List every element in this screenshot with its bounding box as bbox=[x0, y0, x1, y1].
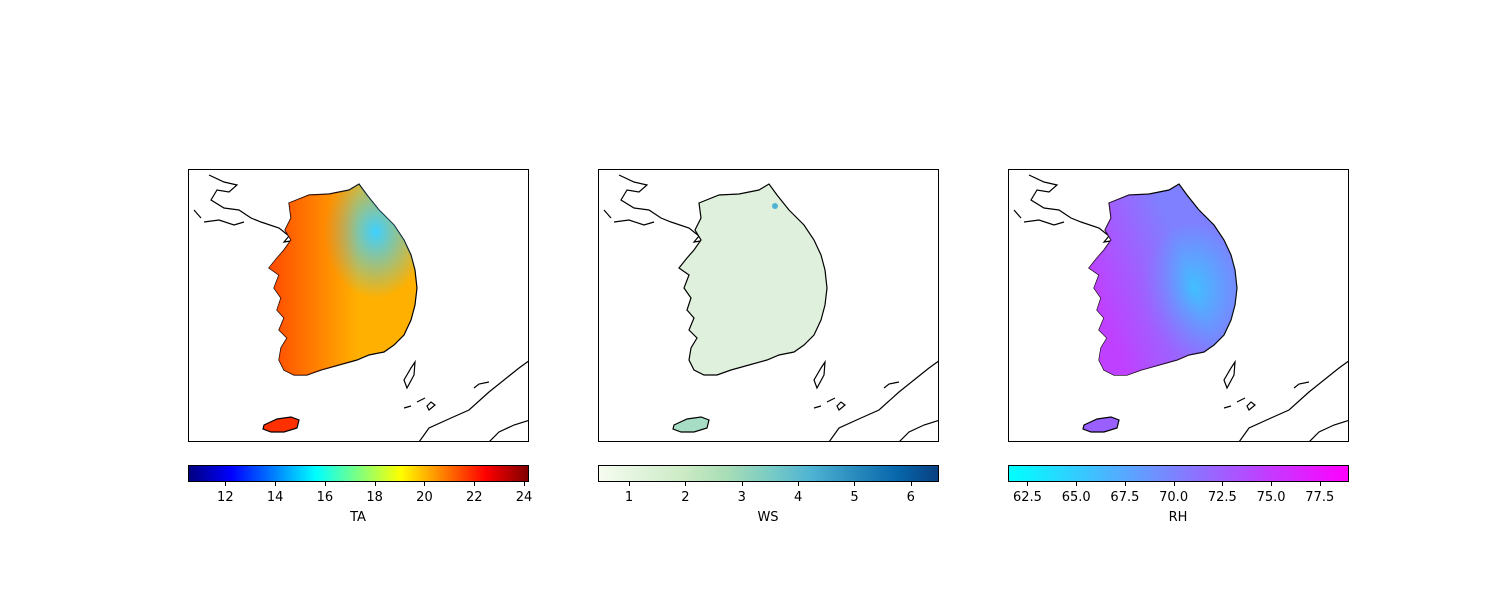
map-ta bbox=[188, 169, 529, 442]
colorbar-ta-label: TA bbox=[350, 510, 366, 525]
colorbar-tick-label: 1 bbox=[624, 490, 634, 505]
colorbar-tick bbox=[1319, 482, 1321, 486]
colorbar-tick bbox=[1076, 482, 1078, 486]
colorbar-tick-label: 5 bbox=[850, 490, 859, 505]
colorbar-tick-label: 70.0 bbox=[1159, 490, 1189, 505]
colorbar-tick bbox=[424, 482, 426, 486]
map-rh bbox=[1008, 169, 1349, 442]
colorbar-tick-label: 20 bbox=[416, 490, 433, 505]
colorbar-tick-label: 77.5 bbox=[1305, 490, 1335, 505]
colorbar-tick bbox=[524, 482, 526, 486]
colorbar-tick bbox=[854, 482, 856, 486]
coastline-layer bbox=[193, 174, 528, 441]
korea-land bbox=[1088, 183, 1238, 376]
colorbar-tick-label: 24 bbox=[515, 490, 533, 505]
colorbar-tick-label: 22 bbox=[465, 490, 483, 505]
colorbar-rh bbox=[1008, 465, 1349, 482]
jeju-island bbox=[672, 416, 710, 433]
colorbar-tick-label: 3 bbox=[737, 490, 746, 505]
colorbar-tick bbox=[798, 482, 800, 486]
korea-land bbox=[678, 183, 828, 376]
colorbar-tick bbox=[1124, 482, 1126, 486]
colorbar-tick bbox=[275, 482, 277, 486]
colorbar-tick-label: 4 bbox=[793, 490, 803, 505]
jeju-island bbox=[262, 416, 300, 433]
colorbar-tick-label: 65.0 bbox=[1061, 490, 1091, 505]
colorbar-tick-label: 72.5 bbox=[1207, 490, 1237, 505]
colorbar-tick-label: 67.5 bbox=[1110, 490, 1140, 505]
jeju-island bbox=[1082, 416, 1120, 433]
colorbar-tick-label: 6 bbox=[906, 490, 915, 505]
colorbar-tick-label: 2 bbox=[681, 490, 690, 505]
korea-land bbox=[268, 183, 418, 376]
colorbar-rh-label: RH bbox=[1168, 510, 1188, 525]
map-rh-svg bbox=[1013, 174, 1348, 441]
coastline-layer bbox=[603, 174, 938, 441]
colorbar-tick bbox=[474, 482, 476, 486]
colorbar-tick bbox=[1027, 482, 1029, 486]
colorbar-tick-label: 62.5 bbox=[1013, 490, 1042, 505]
map-ws-svg bbox=[603, 174, 938, 441]
colorbar-tick bbox=[910, 482, 912, 486]
colorbar-ws bbox=[598, 465, 939, 482]
colorbar-tick-label: 18 bbox=[366, 490, 383, 505]
map-ta-svg bbox=[193, 174, 528, 441]
colorbar-tick bbox=[225, 482, 227, 486]
colorbar-ta bbox=[188, 465, 529, 482]
colorbar-tick bbox=[1173, 482, 1175, 486]
colorbar-tick-label: 16 bbox=[316, 490, 334, 505]
colorbar-tick bbox=[324, 482, 326, 486]
colorbar-tick bbox=[1222, 482, 1224, 486]
ws-hotspot bbox=[772, 203, 778, 209]
colorbar-tick bbox=[629, 482, 630, 486]
colorbar-ws-label: WS bbox=[757, 510, 779, 525]
colorbar-tick bbox=[741, 482, 743, 486]
colorbar-tick-label: 12 bbox=[217, 490, 234, 505]
colorbar-tick bbox=[685, 482, 687, 486]
colorbar-tick bbox=[374, 482, 376, 486]
colorbar-tick-label: 75.0 bbox=[1256, 490, 1286, 505]
colorbar-tick-label: 14 bbox=[266, 490, 284, 505]
coastline-layer bbox=[1013, 174, 1348, 441]
map-ws bbox=[598, 169, 939, 442]
colorbar-tick bbox=[1271, 482, 1273, 486]
